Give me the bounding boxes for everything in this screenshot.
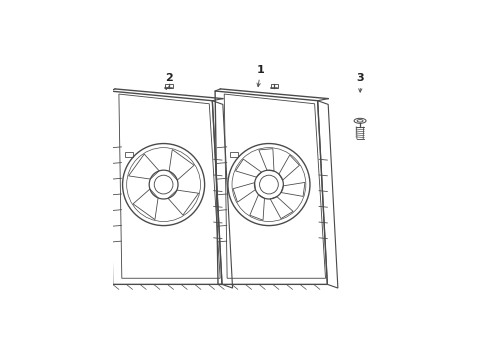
Text: 2: 2 [166, 73, 173, 90]
Text: 1: 1 [257, 64, 265, 87]
Text: 3: 3 [357, 73, 365, 92]
